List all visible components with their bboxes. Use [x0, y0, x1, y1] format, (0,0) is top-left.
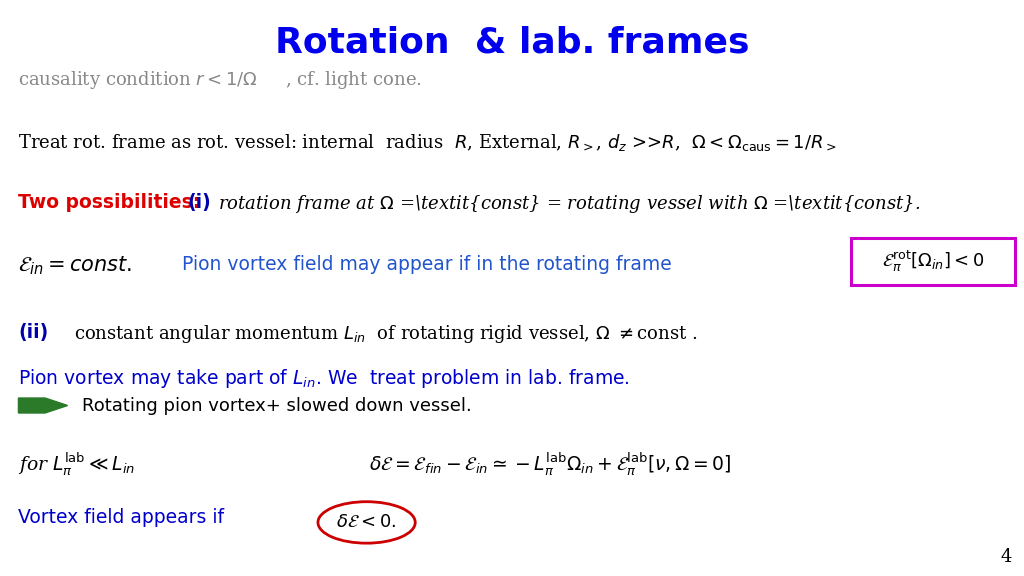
- Text: Rotating pion vortex+ slowed down vessel.: Rotating pion vortex+ slowed down vessel…: [82, 396, 472, 415]
- Text: Pion vortex may take part of $L_{in}$. We  treat problem in lab. frame.: Pion vortex may take part of $L_{in}$. W…: [18, 367, 630, 391]
- Text: (i): (i): [187, 193, 211, 212]
- Text: Pion vortex field may appear if in the rotating frame: Pion vortex field may appear if in the r…: [182, 255, 672, 274]
- Text: Two possibilities:: Two possibilities:: [18, 193, 207, 212]
- Text: rotation frame at $\Omega$ =\textit{const} = rotating vessel with $\Omega$ =\tex: rotation frame at $\Omega$ =\textit{cons…: [218, 193, 921, 215]
- Ellipse shape: [317, 502, 416, 543]
- Text: Vortex field appears if: Vortex field appears if: [18, 508, 224, 527]
- Text: for $L_{\pi}^{\rm lab} \ll L_{in}$: for $L_{\pi}^{\rm lab} \ll L_{in}$: [18, 450, 135, 478]
- Text: Rotation  & lab. frames: Rotation & lab. frames: [274, 26, 750, 60]
- Text: $\mathcal{E}_{\pi}^{\rm rot}[\Omega_{in}] < 0$: $\mathcal{E}_{\pi}^{\rm rot}[\Omega_{in}…: [882, 249, 984, 274]
- Text: $\delta\mathcal{E} < 0.$: $\delta\mathcal{E} < 0.$: [337, 513, 396, 532]
- Text: $\mathcal{E}_{in} = const.$: $\mathcal{E}_{in} = const.$: [18, 255, 133, 277]
- Text: causality condition $r < 1/\Omega$     , cf. light cone.: causality condition $r < 1/\Omega$ , cf.…: [18, 69, 422, 91]
- Text: Treat rot. frame as rot. vessel: internal  radius  $R$, External, $R_{>}$, $d_z$: Treat rot. frame as rot. vessel: interna…: [18, 132, 837, 153]
- Text: 4: 4: [1000, 548, 1012, 566]
- Text: (ii): (ii): [18, 323, 49, 342]
- FancyBboxPatch shape: [851, 238, 1015, 285]
- Text: constant angular momentum $L_{in}$  of rotating rigid vessel, $\Omega$ $\neq$con: constant angular momentum $L_{in}$ of ro…: [74, 323, 697, 344]
- FancyArrow shape: [18, 398, 68, 413]
- Text: $\delta\mathcal{E} = \mathcal{E}_{fin} - \mathcal{E}_{in} \simeq -L_{\pi}^{\rm l: $\delta\mathcal{E} = \mathcal{E}_{fin} -…: [369, 450, 731, 478]
